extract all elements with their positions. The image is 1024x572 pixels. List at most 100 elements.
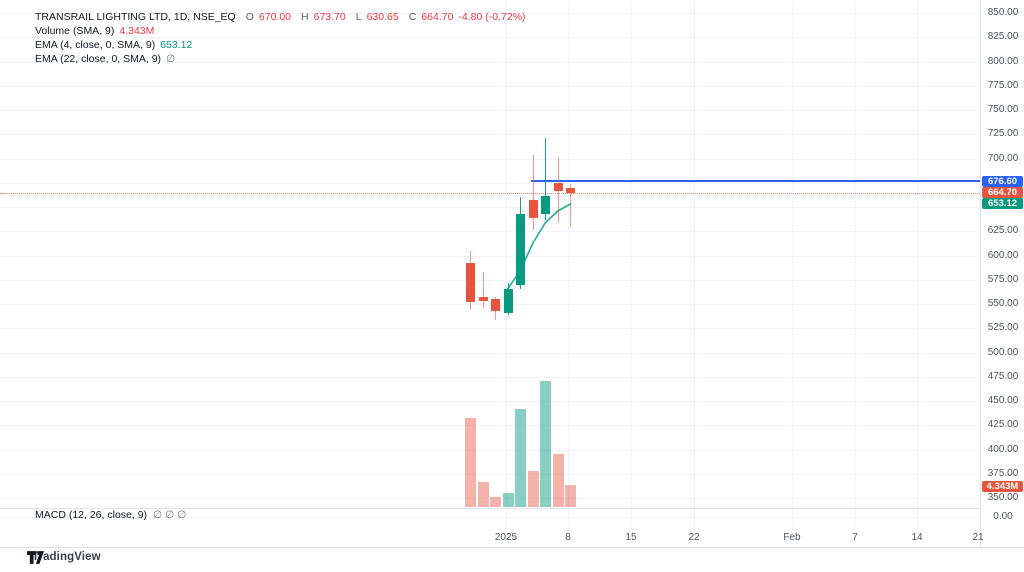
price-axis-label: 700.00 (987, 152, 1019, 164)
price-axis-label: 575.00 (987, 273, 1019, 285)
ema4-indicator-label: EMA (4, close, 0, SMA, 9) (35, 39, 156, 51)
gridline-horizontal (0, 328, 980, 330)
gridline-vertical (506, 0, 507, 547)
ohlc-L: L 630.65 (355, 11, 399, 23)
tradingview-attribution[interactable]: TradingView (27, 551, 101, 564)
volume-bar-down[interactable] (490, 496, 501, 507)
gridline-horizontal (0, 376, 980, 378)
volume-bar-up[interactable] (540, 380, 551, 507)
ema4-value: 653.12 (160, 39, 193, 51)
candle-wick-up (545, 138, 546, 220)
gridline-horizontal (0, 304, 980, 305)
price-axis-label: 825.00 (987, 31, 1019, 43)
price-axis-label: 350.00 (987, 492, 1019, 503)
volume-value: 4.343M (119, 25, 155, 37)
gridline-vertical (917, 0, 918, 547)
time-axis[interactable]: 2025 8 15 22 Feb 7 14 21 (0, 530, 984, 547)
time-axis-label: 22 (688, 532, 700, 543)
volume-bar-up[interactable] (515, 409, 526, 507)
time-axis-label: Feb (783, 532, 801, 543)
ohlc-values: O 670.00 H 673.70 L 630.65 C 664.70 (236, 11, 454, 23)
horizontal-price-line[interactable] (531, 180, 980, 183)
legend-ema22-row[interactable]: EMA (22, close, 0, SMA, 9) ∅ (35, 52, 526, 66)
gridline-horizontal (0, 158, 980, 160)
legend-volume-row[interactable]: Volume (SMA, 9) 4.343M (35, 24, 526, 38)
legend-symbol-row[interactable]: TRANSRAIL LIGHTING LTD, 1D, NSE_EQ O 670.0… (35, 10, 526, 24)
candle-down[interactable] (528, 200, 538, 218)
time-axis-border (0, 547, 1024, 548)
price-badge-653.12: 653.12 (982, 198, 1023, 210)
volume-bar-down[interactable] (477, 482, 489, 507)
gridline-horizontal (0, 37, 980, 39)
ohlc-H: H 673.70 (301, 11, 346, 23)
ema4-line (507, 203, 572, 290)
gridline-horizontal (0, 498, 980, 499)
candle-down[interactable] (553, 182, 563, 192)
gridline-horizontal (0, 279, 980, 281)
time-axis-label: 21 (972, 532, 984, 543)
volume-indicator-label: Volume (SMA, 9) (35, 25, 115, 37)
gridline-horizontal (0, 182, 980, 184)
gridline-vertical (568, 0, 569, 547)
volume-bar-down[interactable] (527, 471, 539, 507)
change-value: -4.80 (-0.72%) (458, 11, 526, 23)
gridline-horizontal (0, 134, 980, 136)
price-axis-label: 625.00 (987, 225, 1019, 237)
price-axis-label: 425.00 (987, 419, 1019, 431)
ohlc-C: C 664.70 (408, 11, 454, 23)
legend-ema4-row[interactable]: EMA (4, close, 0, SMA, 9) 653.12 (35, 38, 526, 52)
last-price-line (0, 192, 980, 194)
price-axis-label: 450.00 (987, 395, 1019, 406)
gridline-vertical (855, 0, 856, 547)
candle-down[interactable] (491, 299, 500, 311)
candle-down[interactable] (566, 187, 575, 193)
price-axis-label: 500.00 (987, 346, 1019, 358)
gridline-vertical (631, 0, 632, 547)
legend-macd-row[interactable]: MACD (12, 26, close, 9) ∅ ∅ ∅ (35, 509, 186, 521)
price-axis[interactable]: 850.00 825.00 800.00 775.00 750.00 725.00 700.… (980, 0, 1024, 547)
time-axis-label: 14 (911, 532, 923, 543)
candle-up[interactable] (503, 289, 513, 313)
volume-bar-down[interactable] (565, 485, 576, 507)
macd-values: ∅ ∅ ∅ (153, 509, 187, 521)
price-axis-label: 775.00 (987, 79, 1019, 91)
gridline-horizontal (0, 110, 980, 111)
candle-up[interactable] (516, 213, 525, 285)
time-axis-label: 7 (852, 532, 858, 543)
ohlc-O: O 670.00 (245, 11, 292, 23)
price-badge-4.343M: 4.343M (982, 480, 1023, 492)
gridline-vertical (792, 0, 793, 547)
gridline-horizontal (0, 401, 980, 402)
candle-up[interactable] (541, 196, 550, 214)
macd-indicator-label: MACD (12, 26, close, 9) (35, 509, 148, 521)
candle-wick-down (482, 271, 484, 308)
pane-separator[interactable] (0, 508, 1024, 509)
gridline-horizontal (0, 352, 980, 354)
price-axis-label: 750.00 (987, 104, 1019, 115)
chart-legend: TRANSRAIL LIGHTING LTD, 1D, NSE_EQ O 670.0… (35, 10, 526, 66)
price-axis-label: 400.00 (987, 443, 1019, 455)
candle-down[interactable] (478, 297, 488, 302)
price-badge-676.60: 676.60 (982, 175, 1023, 187)
ema22-indicator-label: EMA (22, close, 0, SMA, 9) (35, 53, 162, 65)
time-axis-label: 2025 (494, 532, 518, 543)
price-axis-label: 725.00 (987, 128, 1019, 140)
chart-pane[interactable] (0, 0, 980, 547)
price-badge-664.70: 664.70 (982, 187, 1023, 199)
gridline-horizontal (0, 13, 980, 14)
candle-down[interactable] (466, 263, 475, 303)
symbol-title: TRANSRAIL LIGHTING LTD, 1D, NSE_EQ (35, 11, 236, 23)
volume-bar-up[interactable] (502, 492, 514, 507)
volume-bar-down[interactable] (465, 417, 476, 507)
gridline-horizontal (0, 207, 980, 208)
gridline-horizontal (0, 85, 980, 87)
price-axis-label: 475.00 (987, 370, 1019, 382)
price-axis-label: 600.00 (987, 249, 1019, 261)
time-axis-label: 15 (625, 532, 637, 543)
gridline-horizontal (0, 425, 980, 427)
price-axis-label: 525.00 (987, 322, 1019, 334)
volume-bar-down[interactable] (552, 453, 564, 507)
gridline-horizontal (0, 473, 980, 475)
time-axis-label: 8 (565, 532, 571, 543)
